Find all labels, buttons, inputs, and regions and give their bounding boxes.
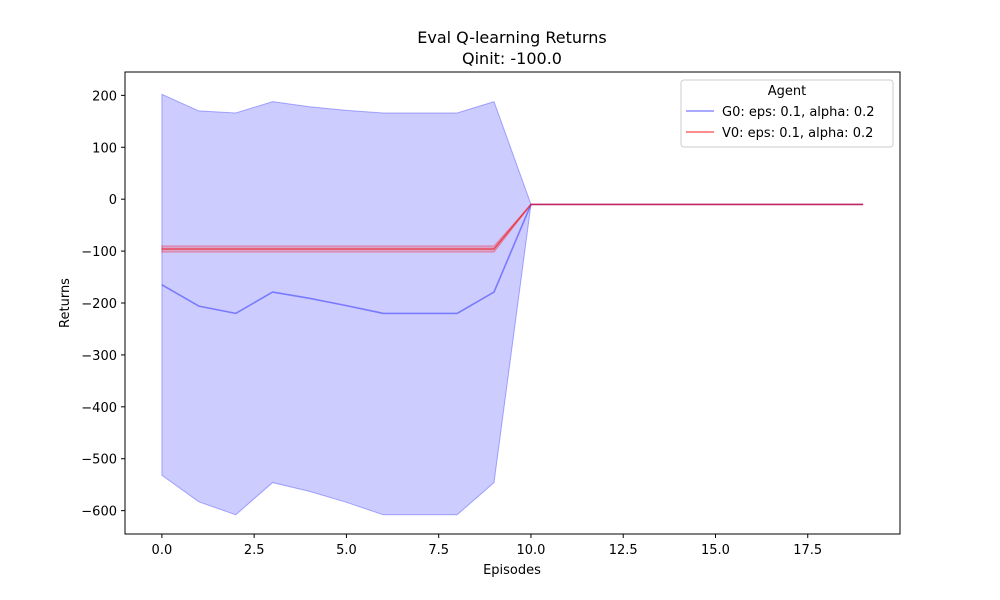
legend-label-v0: V0: eps: 0.1, alpha: 0.2 (722, 126, 873, 141)
x-tick-label: 15.0 (701, 543, 730, 558)
y-tick-label: 200 (92, 89, 117, 104)
x-axis: 0.0 2.5 5.0 7.5 10.0 12.5 15.0 17.5 (152, 534, 822, 558)
x-tick-label: 17.5 (793, 543, 822, 558)
chart-title: Eval Q-learning Returns (417, 28, 607, 47)
y-tick-label: −600 (81, 505, 117, 520)
x-axis-label: Episodes (483, 563, 541, 578)
x-tick-label: 5.0 (336, 543, 357, 558)
y-axis: 200 100 0 −100 −200 −300 −400 −500 −600 (81, 89, 125, 520)
plot-area (161, 93, 864, 516)
x-tick-label: 7.5 (428, 543, 449, 558)
legend-box (680, 79, 894, 148)
y-tick-label: −500 (81, 453, 117, 468)
x-tick-label: 10.0 (516, 543, 545, 558)
legend: Agent G0: eps: 0.1, alpha: 0.2 V0: eps: … (680, 79, 894, 148)
x-tick-label: 12.5 (609, 543, 638, 558)
legend-title: Agent (768, 84, 806, 99)
y-tick-label: 0 (109, 193, 117, 208)
x-tick-label: 0.0 (152, 543, 173, 558)
y-tick-label: −400 (81, 401, 117, 416)
y-axis-label: Returns (58, 278, 73, 328)
x-tick-label: 2.5 (244, 543, 265, 558)
chart-subtitle: Qinit: -100.0 (462, 49, 562, 68)
legend-label-g0: G0: eps: 0.1, alpha: 0.2 (722, 105, 875, 120)
y-tick-label: −300 (81, 349, 117, 364)
series-line-v0 (161, 203, 864, 250)
band-g0 (161, 93, 864, 516)
y-tick-label: −100 (81, 245, 117, 260)
y-tick-label: 100 (92, 141, 117, 156)
y-tick-label: −200 (81, 297, 117, 312)
